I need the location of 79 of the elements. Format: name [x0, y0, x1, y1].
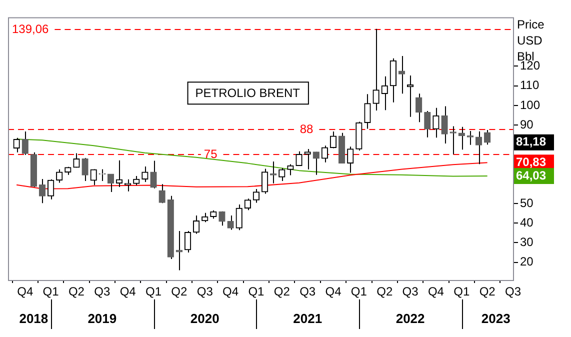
x-tick-label: Q1	[42, 284, 60, 299]
x-tick-label: Q2	[274, 284, 290, 299]
candlestick	[321, 145, 328, 163]
candlestick	[90, 168, 97, 186]
candlestick	[304, 148, 311, 170]
x-tick-label: Q3	[504, 284, 522, 299]
x-tick-label: Q1	[248, 284, 265, 299]
candlestick	[381, 76, 388, 111]
x-tick-label: Q4	[222, 284, 239, 299]
candlestick	[38, 178, 46, 204]
candlestick	[347, 146, 354, 174]
y-tick-label: 110	[520, 78, 540, 92]
x-tick-label: Q2	[376, 284, 393, 299]
candlestick	[227, 214, 234, 230]
y-tick-label: 90	[520, 117, 534, 132]
text: 70,83	[516, 154, 546, 169]
candlestick	[287, 164, 294, 176]
candlestick	[398, 56, 406, 94]
candlestick	[475, 130, 482, 165]
candlestick	[82, 158, 88, 182]
x2-tick-label: 2019	[88, 310, 117, 326]
candlestick	[133, 176, 140, 186]
text: 81,18	[516, 134, 546, 149]
candlestick	[142, 166, 148, 182]
ref-line-label: 75	[204, 146, 218, 161]
y-tick-label: 50	[520, 196, 534, 210]
candlestick	[416, 93, 422, 123]
x-tick-label: Q4	[428, 284, 444, 299]
candlestick	[218, 210, 226, 226]
candlestick	[236, 204, 242, 231]
x-tick-label: Q1	[350, 284, 368, 299]
candlestick	[390, 58, 396, 103]
candlestick	[158, 184, 166, 204]
candlestick	[278, 168, 286, 182]
candlestick	[192, 214, 200, 234]
candlestick	[296, 150, 302, 167]
candlestick	[261, 168, 268, 194]
candlestick	[150, 160, 157, 189]
candlestick	[441, 106, 448, 144]
x-tick-label: Q3	[402, 284, 419, 299]
candlestick	[312, 151, 320, 176]
ref-line-label: 88	[300, 122, 314, 136]
x-tick-label: Q2	[68, 284, 85, 299]
candlestick	[424, 110, 431, 138]
candlestick	[364, 94, 371, 130]
x2-tick-label: 2020	[190, 310, 220, 326]
candlestick	[22, 131, 28, 156]
candlestick	[450, 126, 456, 155]
candlestick	[176, 230, 183, 271]
text: 64,03	[516, 168, 546, 182]
candlestick	[466, 130, 474, 146]
x2-tick-label: 2022	[396, 310, 425, 326]
x-tick-label: Q4	[120, 284, 136, 299]
candlestick	[372, 28, 380, 112]
candlestick	[47, 178, 54, 200]
x-tick-label: Q1	[454, 284, 470, 299]
x-tick-label: Q2	[171, 284, 188, 299]
y-tick-label: 40	[520, 215, 534, 230]
y-tick-label: 100	[520, 98, 540, 112]
x-tick-label: Q1	[146, 284, 162, 299]
candlestick	[56, 168, 63, 184]
candlestick	[184, 230, 192, 254]
candlestick	[432, 107, 440, 138]
candlestick	[330, 131, 337, 149]
candlestick	[73, 152, 80, 168]
ref-line-label: 139,06	[12, 22, 50, 36]
x-tick-label: Q3	[300, 284, 316, 299]
candlestick	[252, 188, 260, 204]
x-tick-label: Q2	[479, 284, 496, 299]
x-tick-label: Q4	[325, 284, 342, 299]
x2-tick-label: 2021	[293, 310, 322, 326]
x2-tick-label: 2018	[19, 310, 48, 326]
x-tick-label: Q3	[94, 284, 110, 299]
x-tick-label: Q3	[196, 284, 214, 299]
x-tick-label: Q4	[17, 284, 34, 299]
y-tick-label: 20	[520, 254, 534, 269]
y-tick-label: 30	[520, 235, 534, 250]
x2-tick-label: 2023	[481, 310, 510, 326]
text: PETROLIO BRENT	[195, 86, 301, 100]
